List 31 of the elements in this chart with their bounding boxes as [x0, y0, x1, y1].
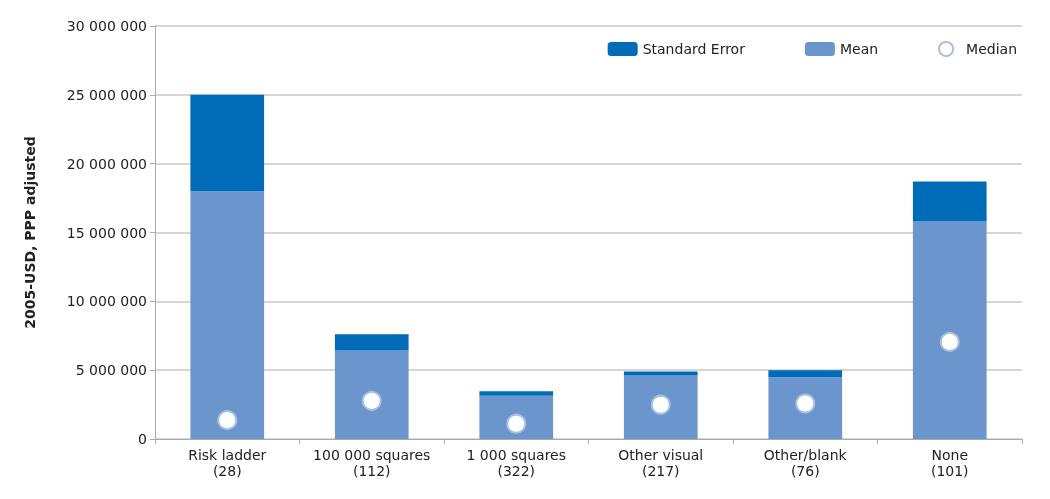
bar — [479, 391, 554, 396]
bar — [190, 94, 265, 192]
point — [217, 410, 238, 431]
y-tick-label: 5 000 000 — [75, 362, 147, 379]
bar — [479, 395, 554, 439]
x-tick-label: Other visual (217) — [618, 447, 704, 479]
bar — [912, 221, 987, 439]
bar — [334, 350, 409, 439]
bar — [190, 191, 265, 439]
bar — [623, 375, 698, 439]
x-tick-label: Risk ladder (28) — [188, 447, 267, 479]
point — [939, 331, 960, 352]
y-tick-label: 10 000 000 — [66, 293, 147, 310]
y-tick-label: 30 000 000 — [66, 18, 147, 34]
y-tick-label: 20 000 000 — [66, 155, 147, 172]
bar — [334, 334, 409, 351]
y-tick-label: 15 000 000 — [66, 224, 147, 241]
bar — [768, 377, 843, 439]
x-tick-label: 100 000 squares (112) — [313, 447, 431, 479]
point — [361, 390, 382, 411]
x-tick-label: Other/blank (76) — [763, 447, 848, 479]
legend-label: Standard Error — [642, 41, 746, 57]
y-tick-label: 25 000 000 — [66, 86, 147, 103]
bar — [912, 181, 987, 222]
y-tick-label: 0 — [138, 431, 147, 447]
legend-label: Median — [966, 41, 1017, 57]
x-tick-label: 1 000 squares (322) — [466, 447, 567, 479]
bar — [768, 370, 843, 378]
y-axis-title: 2005-USD, PPP adjusted — [22, 136, 38, 329]
legend-label: Mean — [839, 41, 879, 57]
x-tick-label: None (101) — [930, 447, 969, 479]
